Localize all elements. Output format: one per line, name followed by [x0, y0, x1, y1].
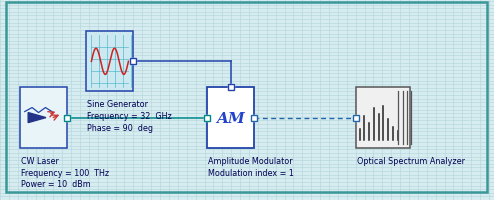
Bar	[207, 88, 254, 148]
Bar	[86, 32, 133, 92]
Text: Sine Generator
Frequency = 32  GHz
Phase = 90  deg: Sine Generator Frequency = 32 GHz Phase …	[87, 100, 172, 132]
Text: AM: AM	[216, 111, 246, 125]
Polygon shape	[28, 113, 46, 123]
Text: Amplitude Modulator
Modulation index = 1: Amplitude Modulator Modulation index = 1	[208, 156, 294, 177]
Bar	[356, 88, 410, 148]
Bar	[20, 88, 67, 148]
Text: CW Laser
Frequency = 100  THz
Power = 10  dBm: CW Laser Frequency = 100 THz Power = 10 …	[21, 156, 109, 188]
Text: Optical Spectrum Analyzer: Optical Spectrum Analyzer	[357, 156, 465, 165]
